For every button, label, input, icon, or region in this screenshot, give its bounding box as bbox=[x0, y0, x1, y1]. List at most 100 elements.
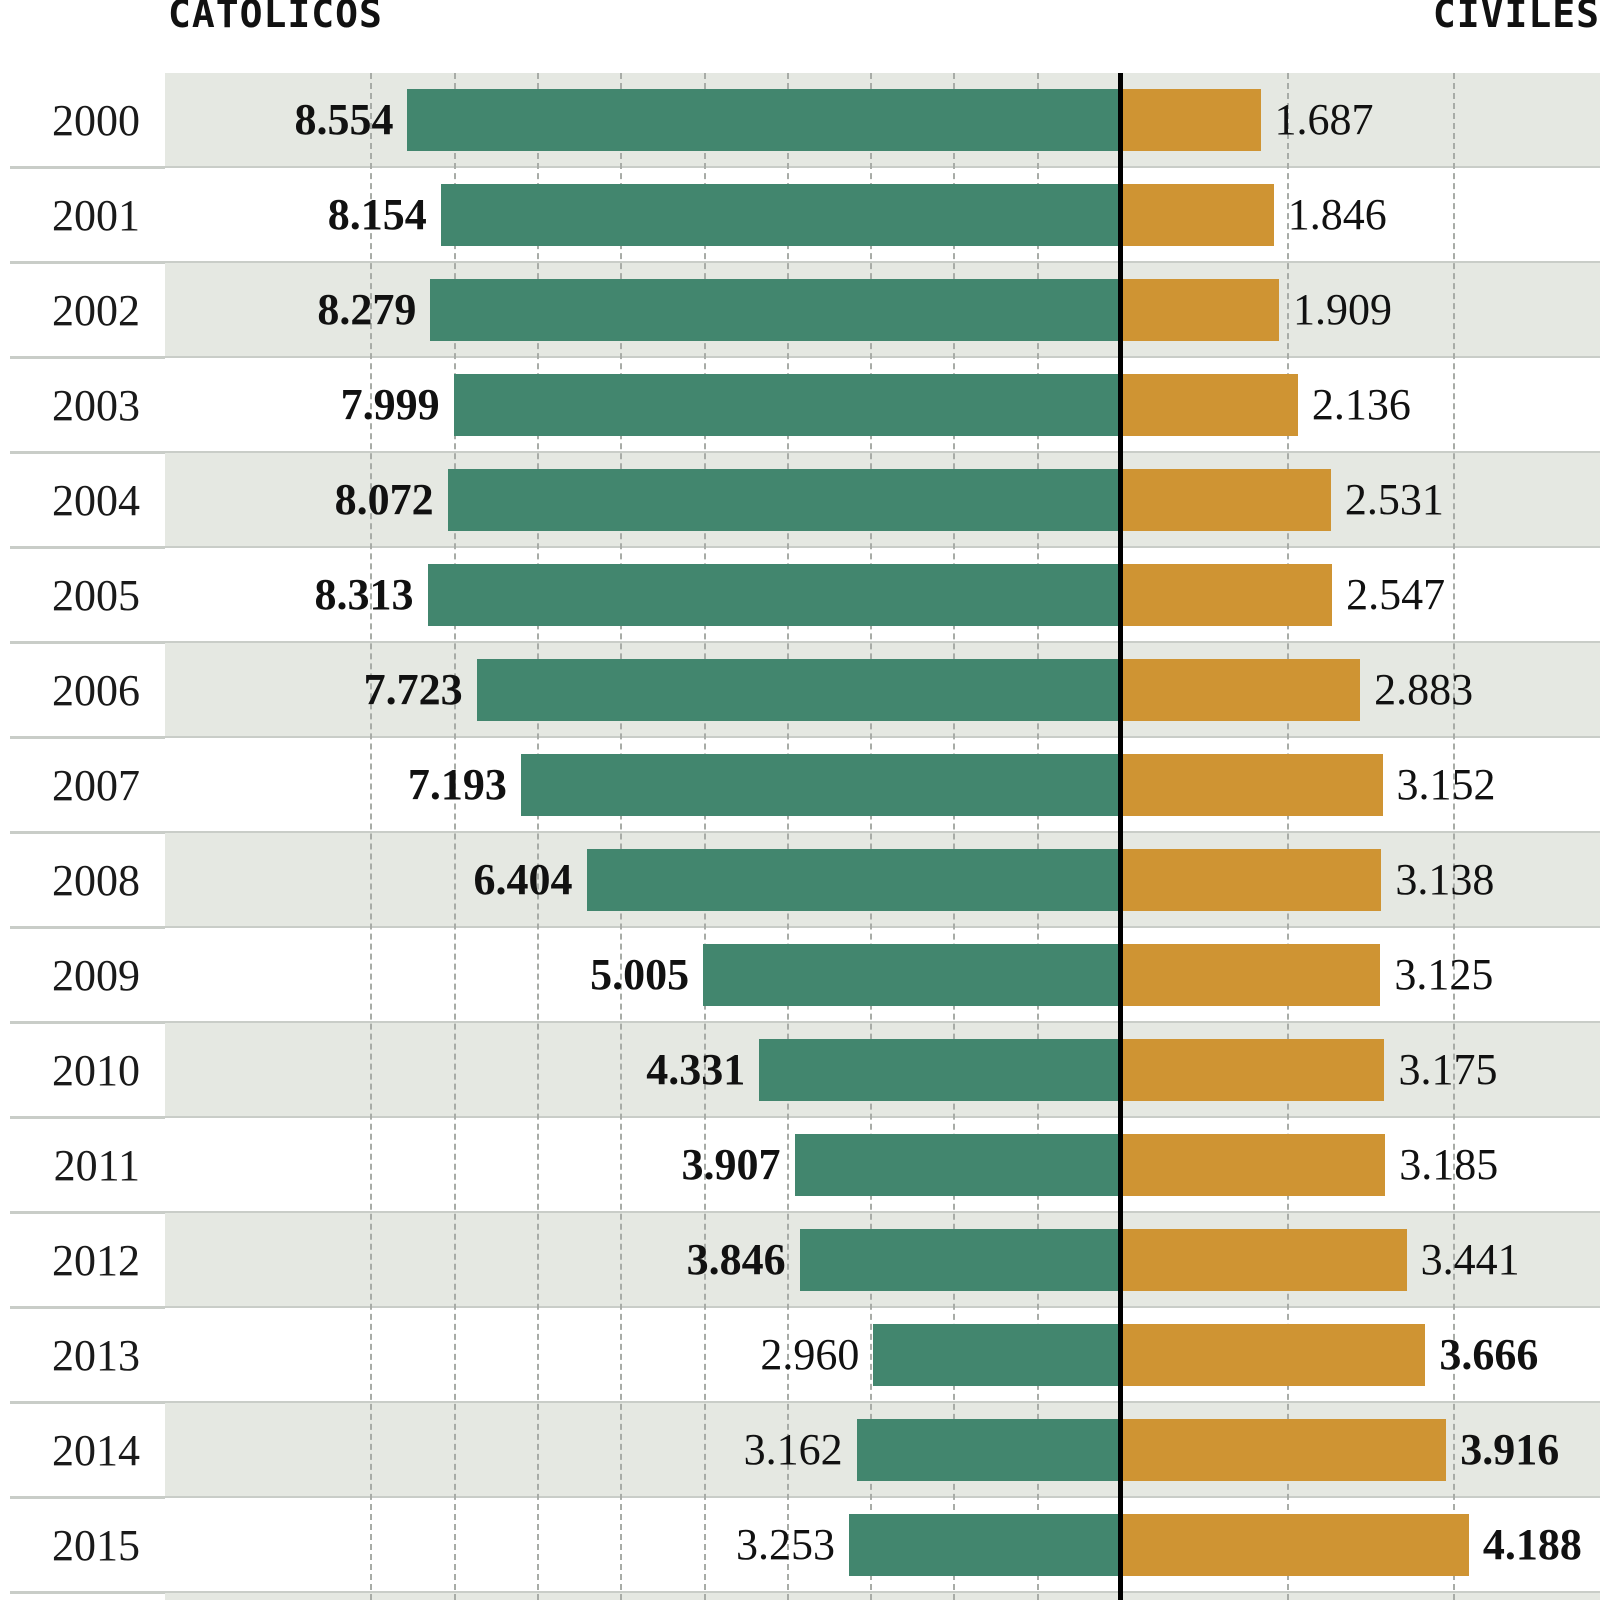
chart-header-left: CATÓLICOS bbox=[168, 0, 383, 36]
chart-header-right: CIVILES bbox=[1432, 0, 1600, 36]
gridline-right bbox=[1453, 73, 1456, 1600]
row-separator bbox=[165, 926, 1600, 929]
row-separator bbox=[165, 451, 1600, 454]
year-row-separator bbox=[10, 641, 165, 644]
year-row-separator bbox=[10, 1591, 165, 1594]
bar-civiles bbox=[1120, 1133, 1386, 1196]
year-row-separator bbox=[10, 356, 165, 359]
row-separator bbox=[165, 1401, 1600, 1404]
gridline-left bbox=[870, 73, 873, 1600]
bar-value-catolicos: 6.404 bbox=[473, 854, 573, 904]
bar-civiles bbox=[1120, 278, 1280, 341]
bar-value-civiles: 3.916 bbox=[1460, 1424, 1560, 1474]
year-label: 2000 bbox=[52, 96, 140, 145]
year-label: 2002 bbox=[52, 286, 140, 335]
bar-catolicos bbox=[873, 1323, 1120, 1386]
bar-civiles bbox=[1120, 1513, 1469, 1576]
bar-value-civiles: 1.846 bbox=[1287, 189, 1387, 239]
plot-area: 8.554 1.687 8.154 1.846 8.279 1.909 7.999 2.136… bbox=[165, 73, 1600, 1600]
bar-catolicos bbox=[453, 373, 1120, 436]
year-label: 2006 bbox=[52, 666, 140, 715]
bar-civiles bbox=[1120, 373, 1298, 436]
bar-value-catolicos: 8.554 bbox=[294, 94, 394, 144]
year-row-separator bbox=[10, 1211, 165, 1214]
row-separator bbox=[165, 736, 1600, 739]
bar-value-civiles: 3.175 bbox=[1398, 1044, 1498, 1094]
bar-value-catolicos: 4.331 bbox=[646, 1044, 746, 1094]
bar-catolicos bbox=[447, 468, 1120, 531]
year-label: 2011 bbox=[53, 1141, 140, 1190]
bar-civiles bbox=[1120, 658, 1361, 721]
bar-civiles bbox=[1120, 563, 1333, 626]
gridline-left bbox=[703, 73, 706, 1600]
row-separator bbox=[165, 1211, 1600, 1214]
bar-value-civiles: 2.136 bbox=[1311, 379, 1411, 429]
bar-value-civiles: 3.666 bbox=[1439, 1329, 1539, 1379]
bar-civiles bbox=[1120, 1418, 1447, 1481]
year-row-separator bbox=[10, 926, 165, 929]
gridline-left bbox=[453, 73, 456, 1600]
year-label: 2004 bbox=[52, 476, 140, 525]
row-separator bbox=[165, 356, 1600, 359]
row-separator bbox=[165, 1591, 1600, 1594]
bar-value-civiles: 1.909 bbox=[1293, 284, 1393, 334]
bar-catolicos bbox=[427, 563, 1120, 626]
bar-catolicos bbox=[799, 1228, 1120, 1291]
bar-catolicos bbox=[430, 278, 1120, 341]
year-row-separator bbox=[10, 1306, 165, 1309]
bar-catolicos bbox=[407, 88, 1120, 151]
bar-catolicos bbox=[586, 848, 1120, 911]
gridline-left bbox=[370, 73, 373, 1600]
bar-catolicos bbox=[856, 1418, 1120, 1481]
bar-value-catolicos: 7.193 bbox=[407, 759, 507, 809]
bar-civiles bbox=[1120, 753, 1383, 816]
year-row-separator bbox=[10, 1496, 165, 1499]
gridline-left bbox=[953, 73, 956, 1600]
year-row-separator bbox=[10, 451, 165, 454]
bar-catolicos bbox=[849, 1513, 1120, 1576]
year-label: 2012 bbox=[52, 1236, 140, 1285]
bar-value-catolicos: 8.072 bbox=[334, 474, 434, 524]
bar-value-civiles: 3.125 bbox=[1394, 949, 1494, 999]
bar-civiles bbox=[1120, 88, 1261, 151]
bar-value-catolicos: 3.253 bbox=[736, 1519, 836, 1569]
gridline-left bbox=[620, 73, 623, 1600]
bar-catolicos bbox=[476, 658, 1120, 721]
bar-value-civiles: 2.531 bbox=[1344, 474, 1444, 524]
bar-catolicos bbox=[440, 183, 1120, 246]
year-row-separator bbox=[10, 736, 165, 739]
bar-value-civiles: 2.883 bbox=[1374, 664, 1474, 714]
year-label: 2001 bbox=[52, 191, 140, 240]
row-separator bbox=[165, 1496, 1600, 1499]
bar-value-catolicos: 3.907 bbox=[681, 1139, 781, 1189]
year-row-separator bbox=[10, 831, 165, 834]
bar-civiles bbox=[1120, 468, 1331, 531]
bar-value-catolicos: 8.279 bbox=[317, 284, 417, 334]
bar-civiles bbox=[1120, 848, 1382, 911]
row-separator bbox=[165, 546, 1600, 549]
gridline-left bbox=[786, 73, 789, 1600]
year-label: 2013 bbox=[52, 1331, 140, 1380]
bar-catolicos bbox=[794, 1133, 1120, 1196]
year-label: 2005 bbox=[52, 571, 140, 620]
row-separator bbox=[165, 1021, 1600, 1024]
year-row-separator bbox=[10, 1021, 165, 1024]
year-row-separator bbox=[10, 166, 165, 169]
bar-value-civiles: 1.687 bbox=[1274, 94, 1374, 144]
bar-value-catolicos: 2.960 bbox=[760, 1329, 860, 1379]
gridline-left bbox=[536, 73, 539, 1600]
bar-civiles bbox=[1120, 1323, 1426, 1386]
bar-value-civiles: 3.441 bbox=[1420, 1234, 1520, 1284]
year-label: 2015 bbox=[52, 1521, 140, 1570]
year-label: 2009 bbox=[52, 951, 140, 1000]
row-separator bbox=[165, 831, 1600, 834]
bar-value-catolicos: 8.313 bbox=[314, 569, 414, 619]
bar-value-civiles: 3.185 bbox=[1399, 1139, 1499, 1189]
row-separator bbox=[165, 1116, 1600, 1119]
bar-value-civiles: 4.188 bbox=[1482, 1519, 1582, 1569]
bar-value-catolicos: 7.999 bbox=[340, 379, 440, 429]
year-label: 2008 bbox=[52, 856, 140, 905]
year-row-separator bbox=[10, 546, 165, 549]
center-axis-line bbox=[1118, 73, 1123, 1600]
